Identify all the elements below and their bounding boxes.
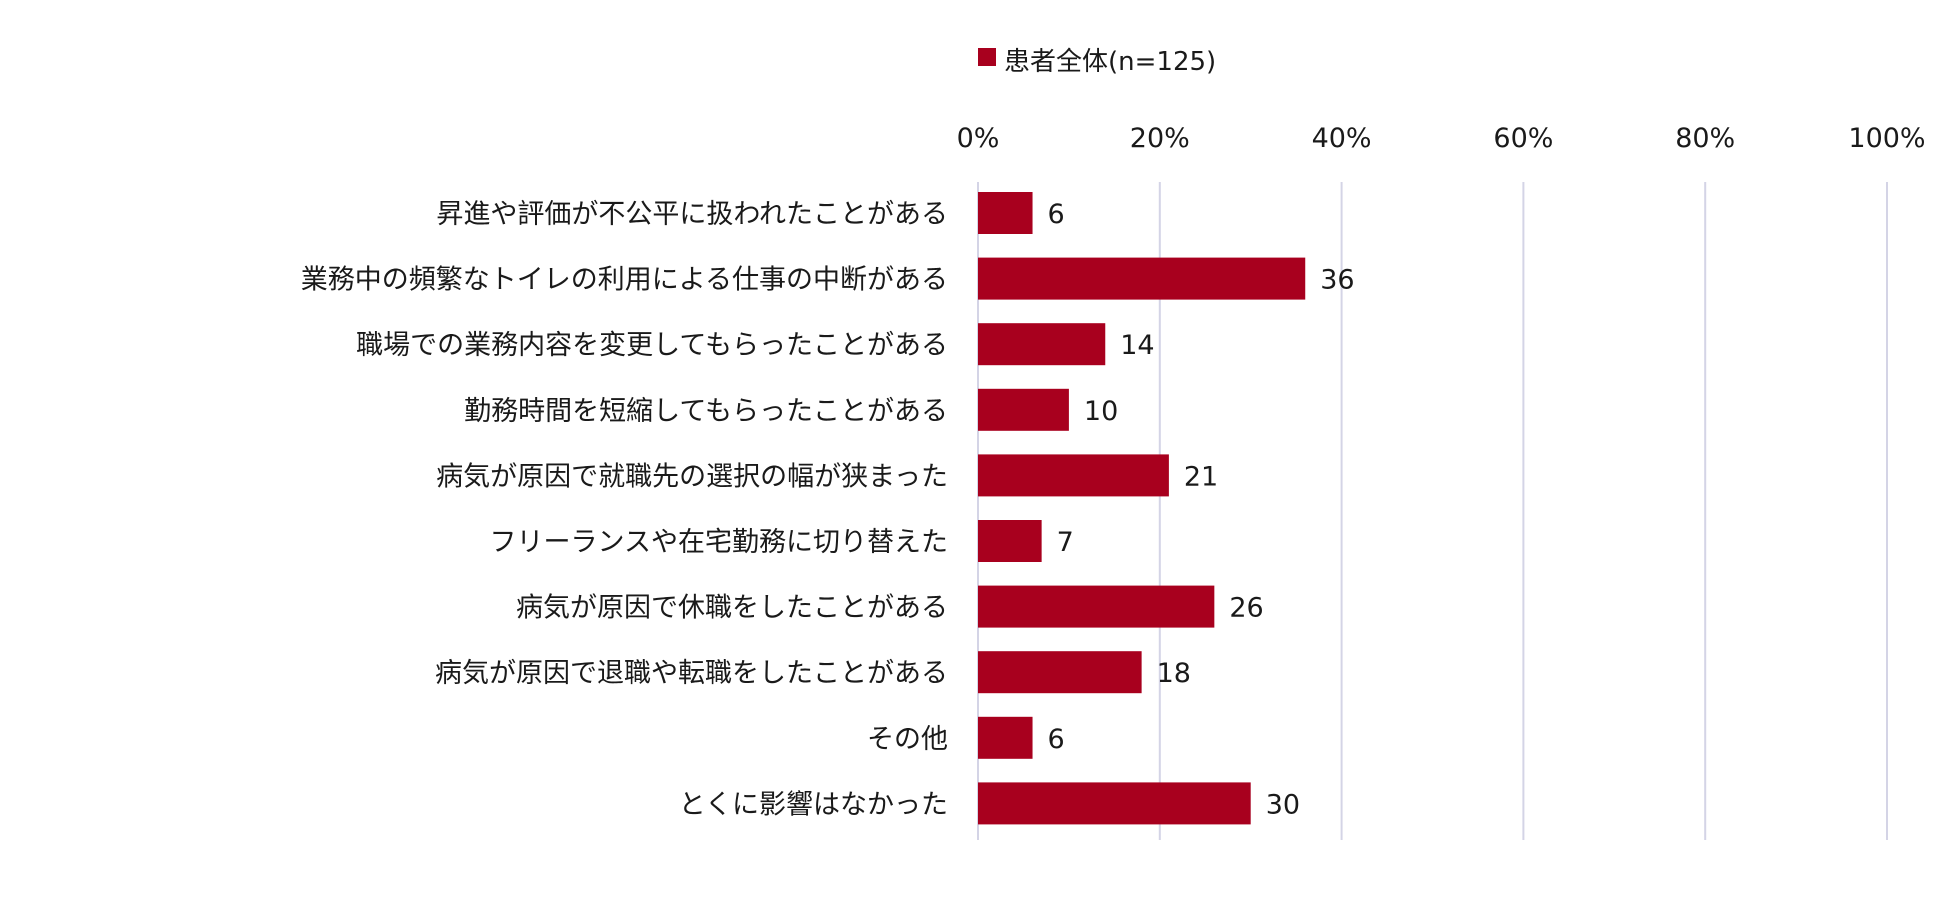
bar	[978, 520, 1042, 562]
category-label: 勤務時間を短縮してもらったことがある	[464, 396, 948, 427]
category-label: 病気が原因で就職先の選択の幅が狭まった	[436, 461, 948, 492]
bar	[978, 716, 1033, 759]
category-label: とくに影響はなかった	[679, 789, 948, 820]
value-label: 30	[1266, 789, 1300, 820]
bar	[978, 323, 1106, 366]
value-label: 18	[1157, 658, 1191, 689]
category-label: 病気が原因で退職や転職をしたことがある	[435, 658, 948, 689]
bar	[978, 585, 1215, 628]
x-tick-label: 40%	[1312, 123, 1372, 154]
value-label: 36	[1320, 265, 1354, 296]
value-label: 21	[1184, 461, 1218, 492]
category-labels: 昇進や評価が不公平に扱われたことがある業務中の頻繁なトイレの利用による仕事の中断…	[301, 199, 948, 820]
x-tick-label: 60%	[1493, 123, 1553, 154]
value-label: 6	[1048, 199, 1065, 230]
bar	[978, 454, 1169, 497]
category-label: フリーランスや在宅勤務に切り替えた	[490, 527, 948, 558]
value-label: 26	[1229, 593, 1263, 624]
value-label: 7	[1057, 527, 1074, 558]
value-labels: 6 36 14 10 21 7 26 18 6 30	[1048, 199, 1355, 820]
bar	[978, 651, 1142, 694]
value-label: 14	[1120, 330, 1154, 361]
category-label: 病気が原因で休職をしたことがある	[516, 593, 948, 624]
bar	[978, 388, 1069, 431]
x-tick-label: 100%	[1848, 123, 1925, 154]
value-label: 6	[1048, 724, 1065, 755]
category-label: 職場での業務内容を変更してもらったことがある	[356, 330, 948, 361]
x-tick-label: 0%	[957, 123, 1000, 154]
x-axis-ticks: 0% 20% 40% 60% 80% 100%	[957, 123, 1926, 154]
bar	[978, 257, 1306, 300]
legend-label: 患者全体(n=125)	[1004, 47, 1216, 77]
bar	[978, 192, 1033, 234]
bar	[978, 782, 1251, 825]
legend: 患者全体(n=125)	[978, 47, 1216, 77]
category-label: 昇進や評価が不公平に扱われたことがある	[436, 199, 948, 230]
value-label: 10	[1084, 396, 1118, 427]
category-label: 業務中の頻繁なトイレの利用による仕事の中断がある	[301, 265, 948, 296]
x-tick-label: 20%	[1130, 123, 1190, 154]
legend-swatch	[978, 48, 996, 66]
x-tick-label: 80%	[1675, 123, 1735, 154]
bars	[978, 192, 1306, 825]
category-label: その他	[867, 724, 948, 755]
